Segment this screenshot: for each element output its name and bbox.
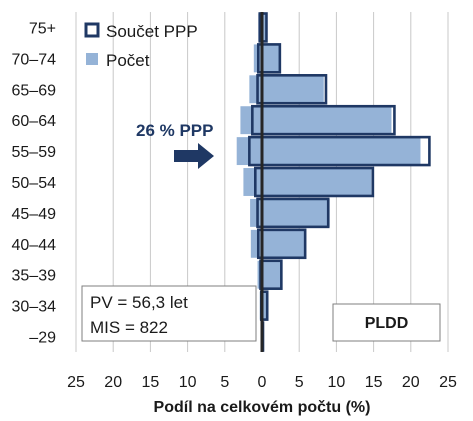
stats-line-2: MIS = 822 bbox=[90, 318, 168, 337]
bar-ppp-sum bbox=[251, 104, 396, 136]
y-tick-label: 75+ bbox=[29, 20, 56, 37]
stats-line-1: PV = 56,3 let bbox=[90, 293, 188, 312]
x-tick-label: 20 bbox=[402, 374, 420, 391]
stats-box-frame bbox=[81, 285, 257, 342]
x-tick-label: 20 bbox=[104, 374, 122, 391]
x-tick-label: 10 bbox=[328, 374, 346, 391]
y-tick-label: 70–74 bbox=[12, 51, 57, 68]
legend-swatch-outline bbox=[84, 22, 100, 38]
bar-count bbox=[240, 106, 392, 135]
bar-ppp-sum bbox=[256, 43, 282, 74]
bar-ppp-sum bbox=[256, 228, 307, 260]
badge: PLDD bbox=[332, 303, 441, 342]
bar-ppp-sum bbox=[254, 166, 375, 198]
legend-label-ppp: Součet PPP bbox=[106, 22, 198, 41]
bar-count bbox=[236, 137, 421, 166]
x-tick-label: 25 bbox=[439, 374, 457, 391]
x-tick-label: 0 bbox=[258, 374, 267, 391]
legend: Součet PPP Počet bbox=[84, 22, 198, 70]
annotation-text: 26 % PPP bbox=[136, 121, 214, 140]
legend-swatch-fill bbox=[86, 53, 98, 65]
y-tick-label: 50–54 bbox=[12, 175, 57, 192]
badge-frame bbox=[332, 303, 441, 342]
x-tick-label: 10 bbox=[179, 374, 197, 391]
x-axis-label: Podíl na celkovém počtu (%) bbox=[154, 399, 371, 416]
x-tick-labels: 25 20 15 10 5 0 5 10 15 20 25 bbox=[67, 374, 457, 391]
y-tick-label: 30–34 bbox=[12, 299, 57, 316]
badge-text: PLDD bbox=[365, 315, 409, 332]
x-tick-label: 5 bbox=[295, 374, 304, 391]
y-tick-label: 60–64 bbox=[12, 113, 57, 130]
x-tick-label: 25 bbox=[67, 374, 85, 391]
y-tick-label: 35–39 bbox=[12, 268, 57, 285]
bar-count bbox=[259, 291, 268, 320]
y-tick-label: 45–49 bbox=[12, 206, 57, 223]
y-tick-label: –29 bbox=[29, 330, 56, 347]
bar-ppp-sum bbox=[256, 197, 330, 229]
x-tick-label: 15 bbox=[365, 374, 383, 391]
y-tick-label: 40–44 bbox=[12, 237, 57, 254]
bar-count bbox=[250, 229, 306, 258]
ppp-sum-bars bbox=[248, 12, 431, 352]
legend-label-count: Počet bbox=[106, 51, 150, 70]
bar-ppp-sum bbox=[256, 74, 328, 105]
arrow-right-icon bbox=[174, 143, 214, 169]
y-tick-labels: 75+ 70–74 65–69 60–64 55–59 50–54 45–49 40–44 35… bbox=[12, 20, 57, 346]
bar-count bbox=[243, 168, 372, 196]
bar-ppp-sum bbox=[248, 135, 431, 167]
y-tick-label: 55–59 bbox=[12, 144, 57, 161]
y-tick-label: 65–69 bbox=[12, 82, 57, 99]
stats-box: PV = 56,3 let MIS = 822 bbox=[81, 285, 257, 342]
x-tick-label: 15 bbox=[142, 374, 160, 391]
x-tick-label: 5 bbox=[220, 374, 229, 391]
annotation: 26 % PPP bbox=[136, 121, 214, 169]
